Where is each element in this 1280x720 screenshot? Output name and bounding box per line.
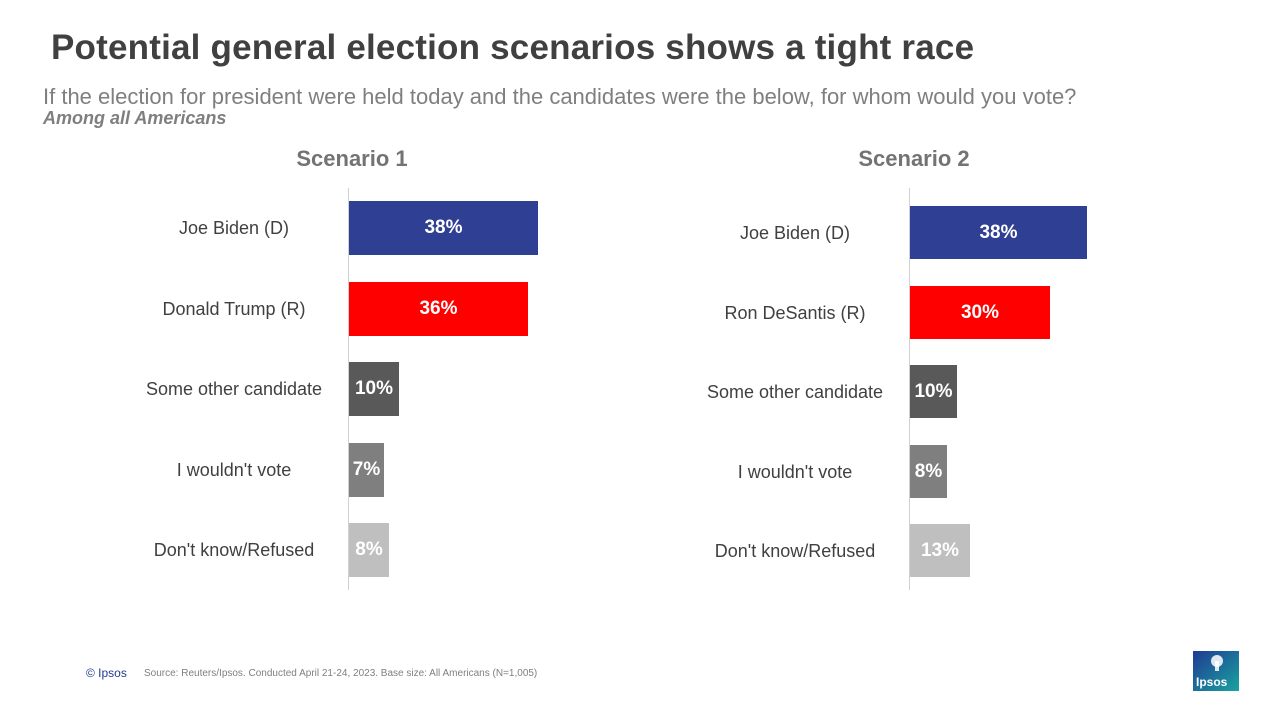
source-note: Source: Reuters/Ipsos. Conducted April 2… xyxy=(144,668,538,679)
category-label: Joe Biden (D) xyxy=(739,222,851,243)
bar: 10% xyxy=(349,362,399,416)
category-label: I wouldn't vote xyxy=(176,460,292,480)
bar-value-label: 38% xyxy=(979,221,1018,243)
bar: 30% xyxy=(910,286,1050,339)
bar-value-label: 8% xyxy=(914,460,943,482)
page-title: Potential general election scenarios sho… xyxy=(51,28,975,67)
bar-value-label: 7% xyxy=(352,459,381,480)
copyright-text: © Ipsos xyxy=(86,666,127,680)
category-label: Some other candidate xyxy=(145,379,323,399)
bar: 38% xyxy=(349,201,538,255)
bar: 10% xyxy=(910,365,957,418)
bar-value-label: 8% xyxy=(355,539,383,560)
category-label: Donald Trump (R) xyxy=(162,299,306,319)
bar: 8% xyxy=(910,445,947,498)
bar-value-label: 36% xyxy=(419,298,458,319)
logo-text: Ipsos xyxy=(1196,675,1228,689)
bar-value-label: 38% xyxy=(424,217,463,238)
bar: 13% xyxy=(910,524,970,577)
bar-value-label: 10% xyxy=(914,380,953,402)
question-subtitle: If the election for president were held … xyxy=(43,84,1077,109)
category-label: Joe Biden (D) xyxy=(178,218,290,238)
bar-value-label: 30% xyxy=(960,301,1000,323)
category-label: Ron DeSantis (R) xyxy=(724,302,866,323)
bar: 38% xyxy=(910,206,1087,259)
ipsos-logo-icon xyxy=(1193,651,1239,691)
scenario-title-1: Scenario 1 xyxy=(296,146,408,171)
category-label: Some other candidate xyxy=(706,381,884,402)
bar-value-label: 13% xyxy=(920,539,960,561)
bar: 36% xyxy=(349,282,528,336)
scenario-title-2: Scenario 2 xyxy=(858,146,970,171)
category-label: Don't know/Refused xyxy=(153,540,315,560)
axis-line-1 xyxy=(348,188,349,590)
category-label: I wouldn't vote xyxy=(737,461,853,482)
axis-line-2 xyxy=(909,188,910,590)
bar-value-label: 10% xyxy=(354,378,394,399)
bar: 8% xyxy=(349,523,389,577)
base-note: Among all Americans xyxy=(43,108,227,128)
category-label: Don't know/Refused xyxy=(714,540,876,561)
bar: 7% xyxy=(349,443,384,497)
